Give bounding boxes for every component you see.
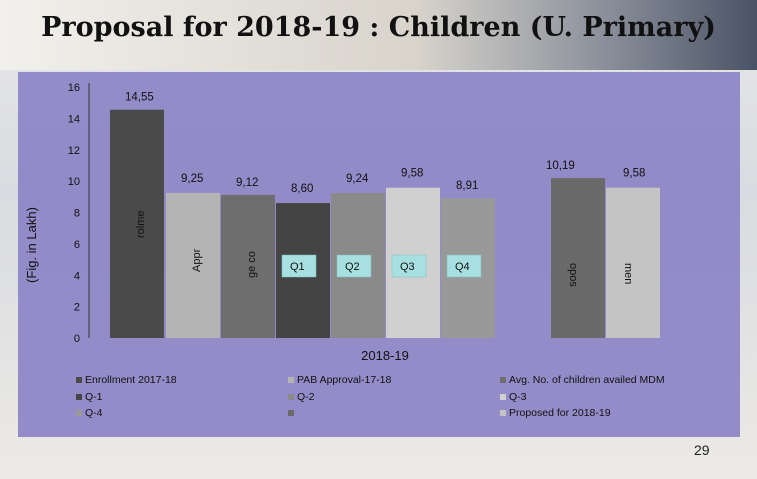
legend-swatch xyxy=(288,377,294,383)
legend-swatch xyxy=(500,377,506,383)
slide-title: Proposal for 2018-19 : Children (U. Prim… xyxy=(41,12,716,43)
legend-entry: Proposed for 2018-19 xyxy=(509,407,611,419)
legend-entry: Avg. No. of children availed MDM xyxy=(509,374,665,386)
bar xyxy=(221,194,275,338)
legend-swatch xyxy=(288,394,294,400)
quarter-callout-label: Q1 xyxy=(290,261,305,273)
y-tick-label: 0 xyxy=(74,333,80,345)
y-tick-label: 8 xyxy=(74,208,80,220)
bar-value-label: 14,55 xyxy=(125,92,154,104)
bar xyxy=(551,178,605,338)
legend-entry: PAB Approval-17-18 xyxy=(297,374,392,386)
y-tick-label: 12 xyxy=(68,145,80,157)
legend-swatch xyxy=(76,377,82,383)
quarter-callout-label: Q3 xyxy=(400,261,415,273)
quarter-callout-box xyxy=(391,254,427,278)
legend-swatch xyxy=(500,410,506,416)
quarter-callout-label: Q4 xyxy=(455,261,470,273)
legend-swatch xyxy=(288,410,294,416)
y-tick-label: 14 xyxy=(68,113,80,125)
legend-swatch xyxy=(500,394,506,400)
y-tick-label: 4 xyxy=(74,270,80,282)
legend-swatch xyxy=(76,394,82,400)
y-tick-label: 2 xyxy=(74,302,80,314)
y-axis-title: (Fig. in Lakh) xyxy=(24,207,39,283)
quarter-callout-box xyxy=(446,254,482,278)
bar-inner-label: ge co xyxy=(246,251,258,278)
quarter-callout-box xyxy=(281,254,317,278)
y-tick-label: 16 xyxy=(68,82,80,94)
bar xyxy=(606,187,660,338)
legend-swatch xyxy=(76,410,82,416)
legend-entry: Q-2 xyxy=(297,391,315,403)
x-axis-label: 2018-19 xyxy=(361,348,409,363)
bar-value-label: 9,25 xyxy=(181,173,203,185)
bar-value-label: 10,19 xyxy=(546,160,575,172)
header-background xyxy=(0,0,757,70)
bar-value-label: 9,24 xyxy=(346,173,369,185)
legend-entry: Enrollment 2017-18 xyxy=(85,374,177,386)
bar xyxy=(110,109,164,338)
bar-inner-label: opos xyxy=(567,263,579,287)
page-number: 29 xyxy=(694,442,710,458)
bar-inner-label: men xyxy=(622,263,634,284)
bar-value-label: 9,58 xyxy=(401,168,423,180)
legend-entry: Q-4 xyxy=(85,407,103,419)
bar-value-label: 8,60 xyxy=(291,183,313,195)
y-tick-label: 10 xyxy=(68,176,80,188)
y-tick-label: 6 xyxy=(74,239,80,251)
bar-value-label: 8,91 xyxy=(456,180,478,192)
bar-value-label: 9,58 xyxy=(623,168,645,180)
bar-value-label: 9,12 xyxy=(236,177,258,189)
bar xyxy=(166,192,220,338)
quarter-callout-box xyxy=(336,254,372,278)
bar-inner-label: Appr xyxy=(191,248,203,272)
quarter-callout-label: Q2 xyxy=(345,261,360,273)
legend-entry: Q-1 xyxy=(85,391,103,403)
legend-entry: Q-3 xyxy=(509,391,527,403)
bar-inner-label: rolme xyxy=(135,210,147,238)
